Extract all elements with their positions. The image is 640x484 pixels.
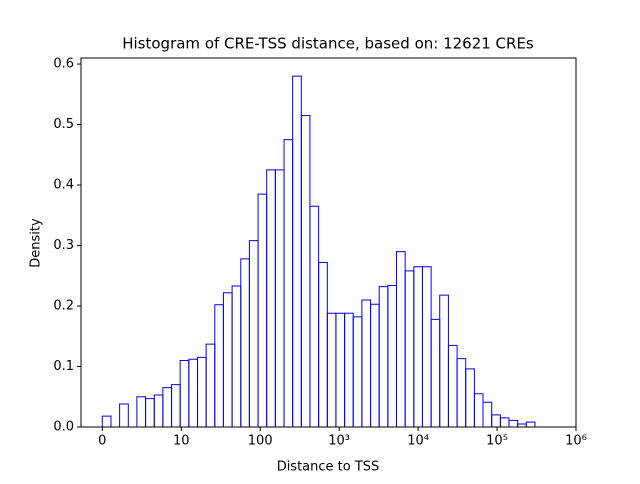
x-tick-label: 10	[173, 434, 190, 449]
x-tick-label: 100	[248, 434, 273, 449]
x-tick-label: 10⁴	[407, 434, 429, 449]
x-tick-label: 10⁶	[565, 434, 587, 449]
y-tick-label: 0.2	[53, 299, 74, 314]
y-tick-label: 0.6	[53, 57, 74, 72]
x-tick-label: 10⁵	[486, 434, 508, 449]
y-tick-label: 0.4	[53, 178, 74, 193]
y-tick-label: 0.5	[53, 117, 74, 132]
histogram-step	[119, 403, 129, 427]
chart-title: Histogram of CRE-TSS distance, based on:…	[122, 35, 534, 53]
histogram-step	[525, 421, 536, 427]
x-tick-label: 10³	[328, 434, 350, 449]
x-axis-label: Distance to TSS	[277, 460, 380, 475]
y-tick-label: 0.3	[53, 238, 74, 253]
y-tick-label: 0.1	[53, 359, 74, 374]
x-tick-label: 0	[98, 434, 106, 449]
y-tick-label: 0.0	[53, 420, 74, 435]
y-axis-label: Density	[29, 218, 44, 268]
histogram-step	[101, 415, 112, 427]
plot-frame	[80, 57, 577, 428]
